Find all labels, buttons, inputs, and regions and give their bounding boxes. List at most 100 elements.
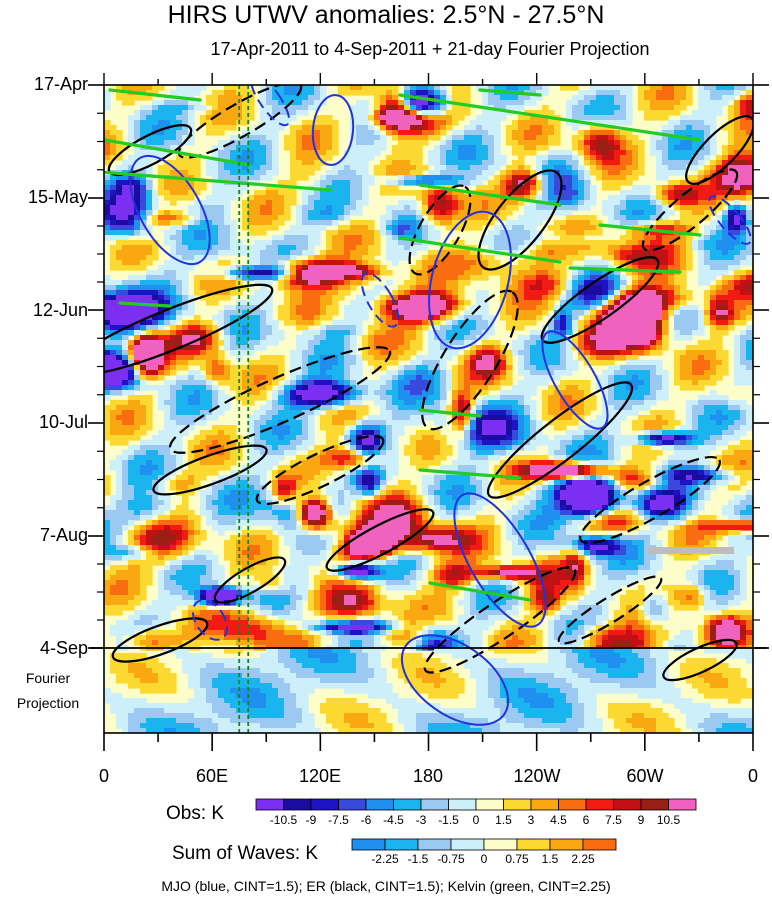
heat-cell <box>512 315 519 321</box>
heat-cell <box>248 110 255 116</box>
heat-cell <box>464 170 471 176</box>
heat-cell <box>314 335 321 341</box>
heat-cell <box>746 270 753 276</box>
heat-cell <box>620 235 627 241</box>
heat-cell <box>326 170 333 176</box>
heat-cell <box>284 275 291 281</box>
heat-cell <box>566 260 573 266</box>
heat-cell <box>698 215 705 221</box>
heat-cell <box>734 320 741 326</box>
heat-cell <box>710 120 717 126</box>
heat-cell <box>386 170 393 176</box>
heat-cell <box>482 150 489 156</box>
heat-cell <box>308 150 315 156</box>
heat-cell <box>680 260 687 266</box>
heat-cell <box>740 160 747 166</box>
heat-cell <box>224 215 231 221</box>
heat-cell <box>500 160 507 166</box>
heat-cell <box>518 165 525 171</box>
heat-cell <box>266 290 273 296</box>
heat-cell <box>440 330 447 336</box>
heat-cell <box>386 185 393 191</box>
heat-cell <box>302 175 309 181</box>
heat-cell <box>296 245 303 251</box>
heat-cell <box>362 150 369 156</box>
heat-cell <box>560 225 567 231</box>
heat-cell <box>482 205 489 211</box>
heat-cell <box>296 215 303 221</box>
heat-cell <box>212 250 219 256</box>
heat-cell <box>446 120 453 126</box>
heat-cell <box>656 115 663 121</box>
heat-cell <box>620 170 627 176</box>
heat-cell <box>734 225 741 231</box>
heat-cell <box>332 280 339 286</box>
heat-cell <box>740 305 747 311</box>
heat-cell <box>470 205 477 211</box>
heat-cell <box>248 175 255 181</box>
heat-cell <box>416 220 423 226</box>
heat-cell <box>410 310 417 316</box>
heat-cell <box>158 265 165 271</box>
heat-cell <box>590 215 597 221</box>
heat-cell <box>602 310 609 316</box>
heat-cell <box>350 250 357 256</box>
heat-cell <box>506 300 513 306</box>
heat-cell <box>542 160 549 166</box>
heat-cell <box>686 145 693 151</box>
heat-cell <box>170 120 177 126</box>
heat-cell <box>686 310 693 316</box>
heat-cell <box>242 275 249 281</box>
heat-cell <box>140 295 147 301</box>
heat-cell <box>566 105 573 111</box>
heat-cell <box>314 95 321 101</box>
heat-cell <box>212 225 219 231</box>
heat-cell <box>488 95 495 101</box>
heat-cell <box>650 300 657 306</box>
heat-cell <box>548 120 555 126</box>
heat-cell <box>188 140 195 146</box>
heat-cell <box>440 315 447 321</box>
heat-cell <box>368 150 375 156</box>
heat-cell <box>266 100 273 106</box>
heat-cell <box>746 305 753 311</box>
heat-cell <box>680 225 687 231</box>
heat-cell <box>374 120 381 126</box>
heat-cell <box>698 255 705 261</box>
heat-cell <box>188 335 195 341</box>
heat-cell <box>596 145 603 151</box>
heat-cell <box>206 345 213 351</box>
heat-cell <box>404 295 411 301</box>
heat-cell <box>308 340 315 346</box>
heat-cell <box>344 285 351 291</box>
heat-cell <box>446 315 453 321</box>
heat-cell <box>308 295 315 301</box>
heat-cell <box>320 90 327 96</box>
heat-cell <box>446 190 453 196</box>
heat-cell <box>374 130 381 136</box>
heat-cell <box>614 145 621 151</box>
heat-cell <box>164 185 171 191</box>
heat-cell <box>152 310 159 316</box>
heat-cell <box>200 350 207 356</box>
heat-cell <box>650 200 657 206</box>
heat-cell <box>500 100 507 106</box>
heat-cell <box>716 260 723 266</box>
heat-cell <box>392 345 399 351</box>
heat-cell <box>734 265 741 271</box>
heat-cell <box>680 240 687 246</box>
heat-cell <box>428 305 435 311</box>
heat-cell <box>596 355 603 361</box>
heat-cell <box>332 240 339 246</box>
heat-cell <box>362 240 369 246</box>
heat-cell <box>152 140 159 146</box>
heat-cell <box>566 120 573 126</box>
heat-cell <box>320 205 327 211</box>
heat-cell <box>476 355 483 361</box>
heat-cell <box>524 230 531 236</box>
heat-cell <box>542 275 549 281</box>
heat-cell <box>698 275 705 281</box>
heat-cell <box>134 330 141 336</box>
heat-cell <box>200 250 207 256</box>
heat-cell <box>488 190 495 196</box>
